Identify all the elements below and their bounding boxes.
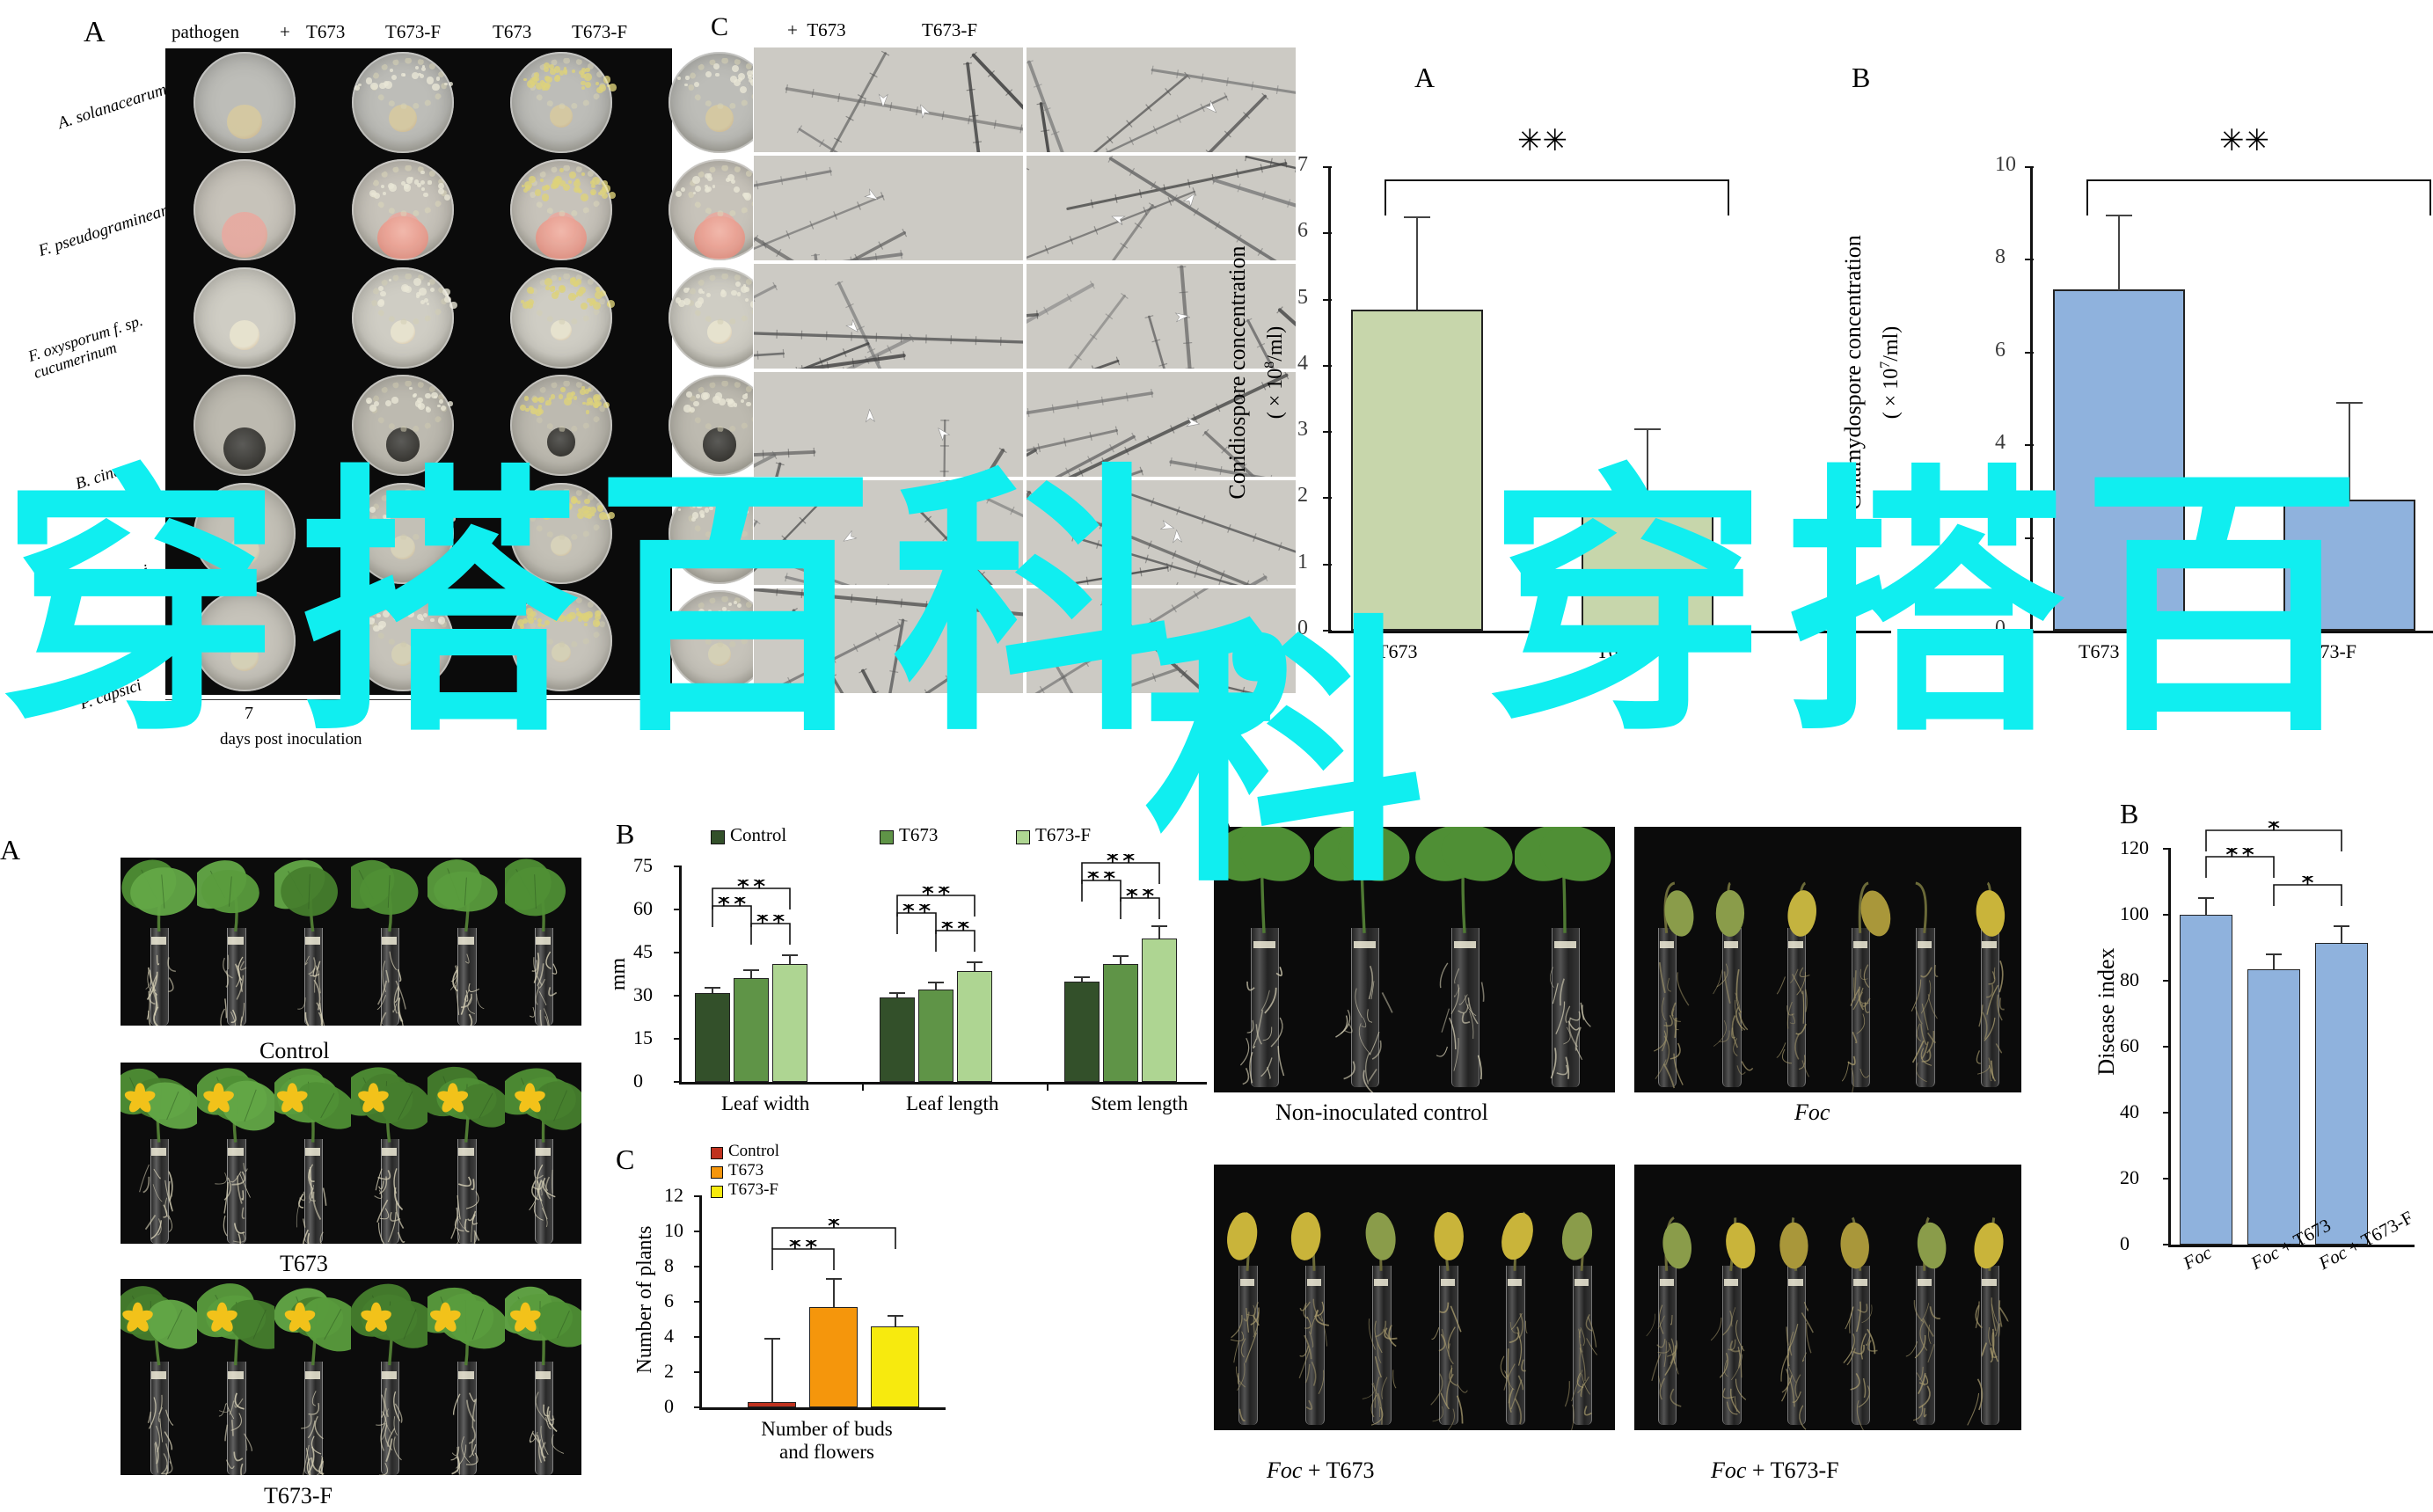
svg-text:∗: ∗ [2266,822,2282,835]
svg-text:∗∗: ∗∗ [939,922,972,935]
svg-text:∗∗: ∗∗ [1105,854,1137,867]
svg-text:∗∗: ∗∗ [735,880,768,893]
svg-text:∗∗: ∗∗ [755,915,787,928]
svg-text:∗: ∗ [2299,876,2315,889]
svg-text:∗∗: ∗∗ [920,887,953,900]
svg-text:∗: ∗ [825,1219,841,1232]
svg-text:∗∗: ∗∗ [1124,889,1157,902]
